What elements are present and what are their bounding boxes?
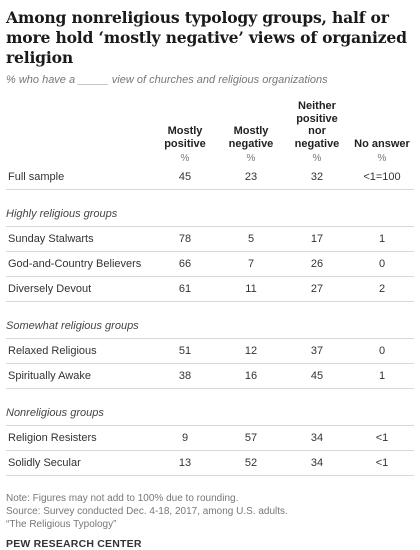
cell-value: 66 (152, 251, 218, 277)
cell-value: 5 (218, 226, 284, 252)
header-spacer (6, 100, 152, 152)
cell-value: <1 (350, 425, 414, 451)
group-header-row: Somewhat religious groups (6, 301, 414, 339)
footnotes: Note: Figures may not add to 100% due to… (6, 492, 414, 531)
table-row: Diversely Devout 61 11 27 2 (6, 276, 414, 302)
table-body: Full sample 45 23 32 <1=100 Highly relig… (6, 165, 414, 476)
cell-value: 12 (218, 338, 284, 364)
report-title-text: “The Religious Typology” (6, 519, 117, 530)
group-header: Nonreligious groups (6, 388, 414, 426)
cell-value: 1 (350, 363, 414, 389)
cell-value: 0 (350, 251, 414, 277)
row-label: Full sample (6, 165, 152, 190)
table-row: Solidly Secular 13 52 34 <1 (6, 450, 414, 476)
cell-value: 27 (284, 276, 350, 302)
row-label: Spiritually Awake (6, 363, 152, 389)
cell-value: 52 (218, 450, 284, 476)
column-header-mostly-negative: Mostly negative (228, 125, 274, 150)
cell-value: 45 (152, 165, 218, 190)
table-row: Relaxed Religious 51 12 37 0 (6, 338, 414, 364)
row-label: Religion Resisters (6, 425, 152, 451)
table-row: God-and-Country Believers 66 7 26 0 (6, 251, 414, 277)
unit-label: % (180, 153, 190, 164)
cell-value: 2 (350, 276, 414, 302)
table-row: Sunday Stalwarts 78 5 17 1 (6, 226, 414, 252)
cell-value: 34 (284, 425, 350, 451)
cell-value: 26 (284, 251, 350, 277)
cell-value: 57 (218, 425, 284, 451)
cell-value: 13 (152, 450, 218, 476)
header-row: Mostly positive Mostly negative Neither … (6, 100, 414, 152)
cell-value: 17 (284, 226, 350, 252)
source-text: Source: Survey conducted Dec. 4-18, 2017… (6, 506, 288, 517)
brand-logo-text: PEW RESEARCH CENTER (6, 538, 142, 550)
cell-value: 51 (152, 338, 218, 364)
table-row-full-sample: Full sample 45 23 32 <1=100 (6, 165, 414, 190)
unit-label: % (377, 153, 387, 164)
cell-value: 61 (152, 276, 218, 302)
row-label: Diversely Devout (6, 276, 152, 302)
column-header-no-answer: No answer (354, 137, 410, 150)
cell-value: 0 (350, 338, 414, 364)
cell-value: 23 (218, 165, 284, 190)
row-label: Sunday Stalwarts (6, 226, 152, 252)
cell-value: 32 (284, 165, 350, 190)
chart-subtitle: % who have a _____ view of churches and … (6, 74, 328, 86)
column-header-mostly-positive: Mostly positive (164, 125, 206, 150)
unit-label: % (312, 153, 322, 164)
cell-value: 78 (152, 226, 218, 252)
cell-value: <1 (350, 450, 414, 476)
data-table: Mostly positive Mostly negative Neither … (6, 100, 414, 476)
group-header: Highly religious groups (6, 189, 414, 227)
unit-label: % (246, 153, 256, 164)
cell-value: 7 (218, 251, 284, 277)
group-header-row: Highly religious groups (6, 189, 414, 227)
cell-value: <1=100 (350, 165, 414, 190)
table-row: Spiritually Awake 38 16 45 1 (6, 363, 414, 389)
cell-value: 16 (218, 363, 284, 389)
cell-value: 37 (284, 338, 350, 364)
table-row: Religion Resisters 9 57 34 <1 (6, 425, 414, 451)
cell-value: 1 (350, 226, 414, 252)
cell-value: 11 (218, 276, 284, 302)
row-label: Solidly Secular (6, 450, 152, 476)
chart-title: Among nonreligious typology groups, half… (6, 8, 407, 67)
column-header-neither: Neither positive nor negative (294, 100, 340, 150)
cell-value: 38 (152, 363, 218, 389)
group-header-row: Nonreligious groups (6, 388, 414, 426)
row-label: Relaxed Religious (6, 338, 152, 364)
cell-value: 34 (284, 450, 350, 476)
cell-value: 9 (152, 425, 218, 451)
unit-spacer (6, 152, 152, 165)
chart-page: Among nonreligious typology groups, half… (6, 8, 414, 550)
unit-row: % % % % (6, 152, 414, 165)
row-label: God-and-Country Believers (6, 251, 152, 277)
note-text: Note: Figures may not add to 100% due to… (6, 493, 239, 504)
cell-value: 45 (284, 363, 350, 389)
group-header: Somewhat religious groups (6, 301, 414, 339)
